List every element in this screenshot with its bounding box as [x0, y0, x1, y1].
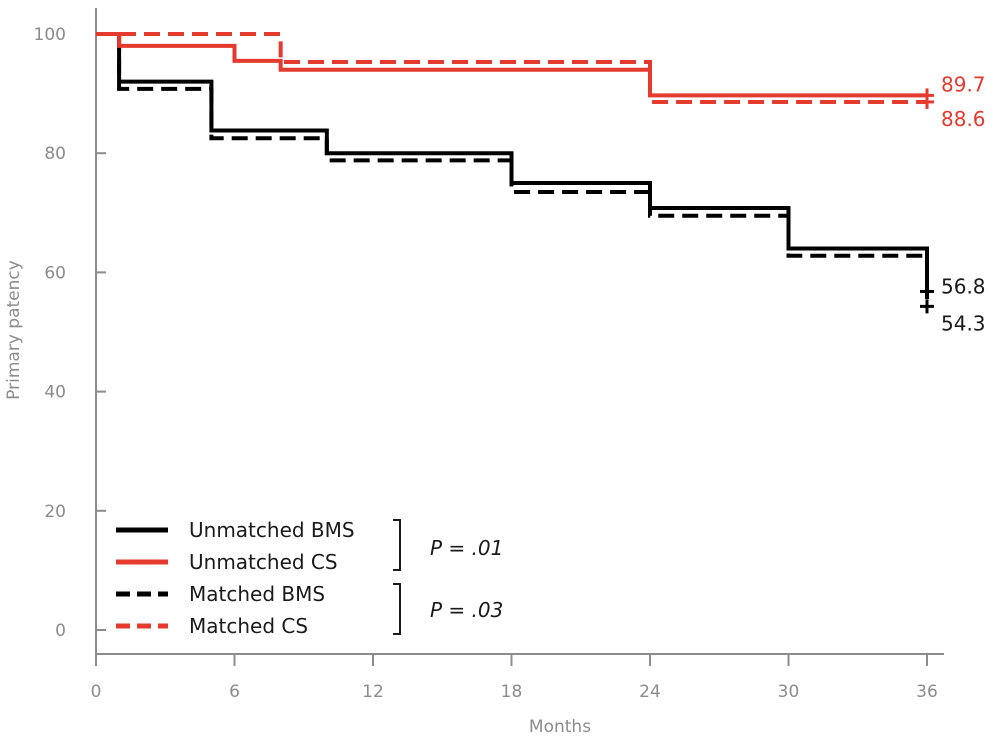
- p-value-bracket: [393, 519, 401, 571]
- x-ticks: 0 6 12 18 24 30 36: [91, 654, 938, 702]
- y-tick-label: 0: [55, 621, 66, 641]
- x-tick-label: 6: [229, 682, 240, 702]
- legend-label-matched-bms: Matched BMS: [189, 582, 325, 606]
- x-tick-label: 24: [639, 682, 661, 702]
- legend-label-matched-cs: Matched CS: [189, 614, 308, 638]
- x-tick-label: 30: [778, 682, 800, 702]
- p-value-annotations: P = .01 P = .03: [393, 519, 503, 635]
- legend-label-unmatched-cs: Unmatched CS: [189, 550, 338, 574]
- series-line-unmatched-bms: [96, 32, 929, 292]
- end-label-matched-bms: 54.3: [941, 311, 986, 335]
- x-axis-title: Months: [529, 717, 591, 737]
- x-tick-label: 18: [501, 682, 523, 702]
- end-label-matched-cs: 88.6: [941, 107, 986, 131]
- legend-label-unmatched-bms: Unmatched BMS: [189, 518, 355, 542]
- end-label-unmatched-cs: 89.7: [941, 72, 986, 96]
- y-tick-label: 60: [44, 263, 66, 283]
- series-line-matched-bms: [96, 32, 929, 307]
- series-line-unmatched-cs: [96, 32, 927, 98]
- axes: [95, 8, 944, 655]
- p-value-label: P = .01: [430, 536, 503, 560]
- p-value-label: P = .03: [430, 598, 503, 622]
- y-ticks: 0 20 40 60 80 100: [34, 25, 106, 641]
- end-labels: 56.8 89.7 54.3 88.6: [941, 72, 986, 335]
- y-tick-label: 80: [44, 144, 66, 164]
- legend: Unmatched BMS Unmatched CS Matched BMS Matc…: [116, 518, 355, 638]
- end-label-unmatched-bms: 56.8: [941, 274, 986, 298]
- series-layer: [96, 32, 934, 314]
- y-tick-label: 40: [44, 383, 66, 403]
- y-tick-label: 100: [34, 25, 66, 45]
- x-tick-label: 36: [916, 682, 938, 702]
- x-tick-label: 0: [91, 682, 102, 702]
- p-value-bracket: [393, 583, 401, 635]
- x-tick-label: 12: [362, 682, 384, 702]
- y-axis-title: Primary patency: [4, 260, 24, 400]
- y-tick-label: 20: [44, 502, 66, 522]
